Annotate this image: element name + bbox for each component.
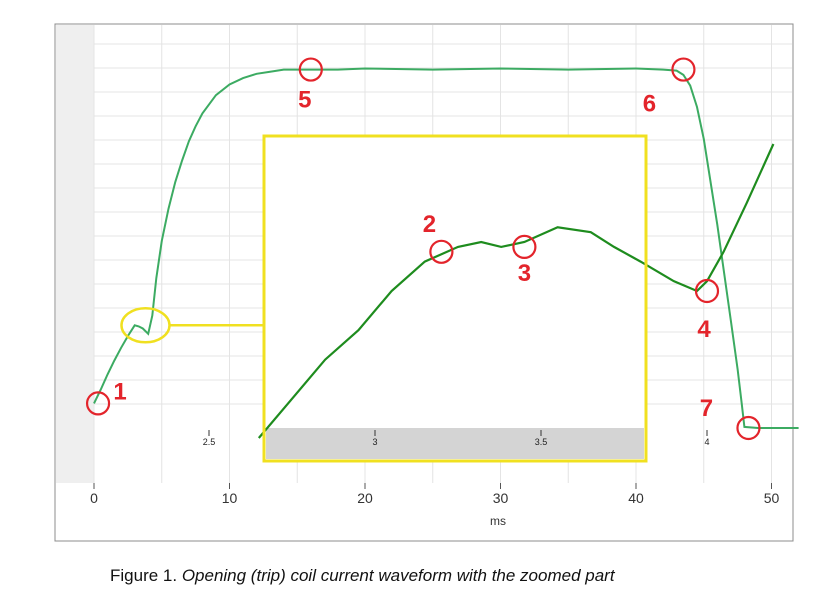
- x-axis-label: ms: [490, 514, 506, 528]
- event-marker-circle: [298, 57, 323, 82]
- event-marker-circle: [671, 57, 696, 82]
- zoom-series-line: [257, 143, 775, 439]
- x-tick-label: 0: [90, 490, 98, 506]
- event-marker-circle: [512, 234, 537, 259]
- zoom-x-axis-ticks: 2.533.544.5: [203, 430, 710, 447]
- x-tick-label: 30: [493, 490, 509, 506]
- event-marker-label: 3: [518, 260, 531, 287]
- event-marker-circle: [736, 415, 761, 441]
- x-tick-label: 50: [764, 490, 780, 506]
- zoom-axis-strip: [266, 428, 644, 459]
- event-marker-circle: [694, 278, 720, 304]
- zoom-panel-border: [262, 134, 648, 463]
- event-marker-label: 2: [423, 211, 436, 238]
- event-marker-circle: [85, 391, 111, 416]
- x-tick-label: 20: [357, 490, 373, 506]
- event-markers: 1 2 3 4 5 6 7: [85, 57, 761, 441]
- zoom-inset-panel: 2.533.544.5: [203, 134, 775, 463]
- x-axis-ticks: 0 10 20 30 40 50: [90, 483, 779, 506]
- event-marker-label: 6: [643, 91, 656, 118]
- main-series-line: [93, 67, 799, 429]
- event-marker-circle: [429, 239, 454, 264]
- event-marker-label: 4: [697, 316, 711, 343]
- zoom-x-tick-label: 4: [704, 437, 709, 447]
- zoom-x-tick-label: 2.5: [203, 437, 216, 447]
- zoom-x-tick-label: 3.5: [535, 437, 548, 447]
- event-marker-label: 1: [113, 378, 126, 405]
- caption-text: Opening (trip) coil current waveform wit…: [181, 566, 615, 585]
- zoom-panel-background: [264, 136, 646, 461]
- event-marker-label: 7: [700, 395, 713, 422]
- event-marker-label: 5: [298, 87, 311, 114]
- x-tick-label: 40: [628, 490, 644, 506]
- caption-prefix: Figure 1.: [110, 566, 182, 585]
- left-axis-strip: [56, 25, 94, 483]
- figure-caption: Figure 1. Opening (trip) coil current wa…: [110, 566, 615, 586]
- x-tick-label: 10: [222, 490, 238, 506]
- zoom-x-tick-label: 3: [372, 437, 377, 447]
